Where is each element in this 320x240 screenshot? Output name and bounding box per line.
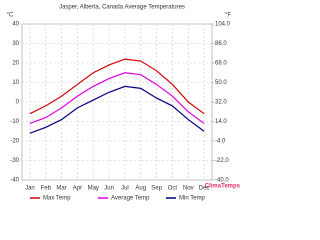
x-tick-label: Jan <box>25 186 35 192</box>
legend-label: Min Temp <box>179 196 206 202</box>
y-tick-label: 0 <box>16 100 20 106</box>
x-tick-label: Apr <box>73 186 82 192</box>
background <box>0 0 244 206</box>
legend-label: Average Temp <box>111 196 150 202</box>
watermark: ClimaTemps <box>205 184 241 190</box>
y-tick-label: -10 <box>10 119 19 125</box>
x-tick-label: Aug <box>135 186 146 192</box>
y-tick-label: 10 <box>12 80 19 86</box>
x-tick-label: Sep <box>151 186 162 192</box>
y2-tick-label: 32.0 <box>215 100 227 106</box>
y2-tick-label: 14.0 <box>215 119 227 125</box>
series-line <box>29 85 205 134</box>
series-line <box>29 58 205 115</box>
chart: Jasper, Alberta, Canada Average Temperat… <box>0 0 244 206</box>
y-tick-label: 40 <box>12 22 19 28</box>
y2-tick-label: -4.0 <box>215 139 226 145</box>
y-tick-label: -30 <box>10 158 19 164</box>
y2-tick-label: 50.0 <box>215 80 227 86</box>
y-tick-label: 20 <box>12 61 19 67</box>
x-tick-label: Nov <box>183 186 194 192</box>
y2-tick-label: 104.0 <box>215 22 231 28</box>
x-tick-label: Jun <box>104 186 114 192</box>
y-tick-label: -20 <box>10 139 19 145</box>
y-tick-label: 30 <box>12 41 19 47</box>
series-line <box>29 72 205 125</box>
x-tick-label: May <box>88 186 99 192</box>
x-tick-label: Oct <box>168 186 178 192</box>
x-tick-label: Jul <box>121 186 129 192</box>
y2-tick-label: 86.0 <box>215 41 227 47</box>
legend-label: Max Temp <box>43 196 71 202</box>
y2-axis-label: °F <box>225 13 231 19</box>
y2-tick-label: 68.0 <box>215 61 227 67</box>
chart-title: Jasper, Alberta, Canada Average Temperat… <box>59 5 185 11</box>
x-tick-label: Dec <box>199 186 210 192</box>
x-tick-label: Feb <box>41 186 52 192</box>
x-tick-label: Mar <box>56 186 66 192</box>
y-axis-label: °C <box>7 13 14 19</box>
y2-tick-label: -22.0 <box>215 158 229 164</box>
y-tick-label: -40 <box>10 178 19 184</box>
y2-tick-label: -40.0 <box>215 178 229 184</box>
